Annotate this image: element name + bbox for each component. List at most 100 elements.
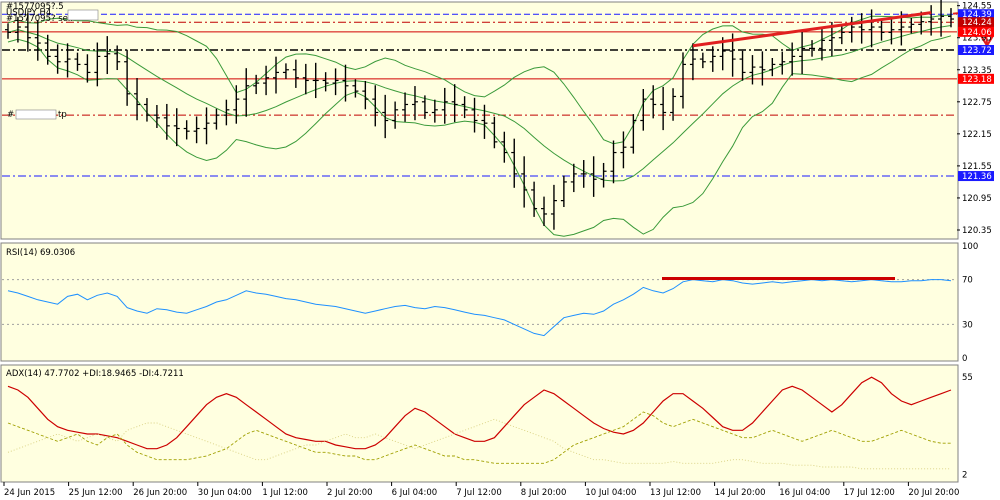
ohlc-bar-89 xyxy=(888,17,895,45)
adx-plot xyxy=(7,376,952,470)
ohlc-bar-71 xyxy=(709,46,716,72)
ohlc-bar-66 xyxy=(660,86,667,131)
price-panel-background xyxy=(0,1,959,240)
price-level-box-2 xyxy=(958,26,994,37)
ohlc-bar-82 xyxy=(818,28,825,61)
ohlc-bar-77 xyxy=(769,58,776,77)
header-line-1: #1577095?.5 xyxy=(6,2,64,12)
time-tick-label-2: 26 Jun 20:00 xyxy=(133,488,187,498)
ohlc-bar-9 xyxy=(94,42,101,87)
ohlc-bar-85 xyxy=(848,16,855,43)
ohlc-bar-2 xyxy=(24,13,31,52)
ohlc-bar-39 xyxy=(392,101,399,129)
ohlc-bar-20 xyxy=(203,107,210,145)
ohlc-bar-64 xyxy=(640,88,647,131)
order-label-left: # xyxy=(7,110,14,120)
ohlc-bar-22 xyxy=(223,99,230,126)
ohlc-bar-75 xyxy=(749,55,756,85)
adx-title: ADX(14) 47.7702 +DI:18.9465 -DI:4.7211 xyxy=(6,369,184,379)
ohlc-bar-8 xyxy=(84,54,91,83)
price-tick-label-4: 122.15 xyxy=(962,130,992,140)
ohlc-bar-37 xyxy=(372,85,379,127)
ohlc-bar-41 xyxy=(411,86,418,121)
bollinger-middle-line xyxy=(7,25,952,182)
adx-series-2 xyxy=(7,418,951,470)
redacted-box-2 xyxy=(15,109,57,120)
ohlc-bar-34 xyxy=(342,64,349,102)
ohlc-bar-63 xyxy=(630,114,637,154)
time-tick-label-5: 2 Jul 20:00 xyxy=(327,488,373,498)
ohlc-bar-49 xyxy=(491,116,498,149)
price-tick-label-2: 123.35 xyxy=(962,66,992,76)
time-tick-label-1: 25 Jun 12:00 xyxy=(69,488,123,498)
ohlc-bar-87 xyxy=(868,9,875,48)
price-level-box-1 xyxy=(958,17,994,28)
rsi-panel-background xyxy=(0,242,959,362)
ohlc-bar-47 xyxy=(471,97,478,133)
price-level-label-4: 123.18 xyxy=(962,75,992,85)
time-tick-label-4: 1 Jul 12:00 xyxy=(262,488,308,498)
ohlc-bar-30 xyxy=(302,63,309,95)
header-line-2: USDJPY,H4 xyxy=(6,8,51,18)
price-tick-label-0: 124.55 xyxy=(962,2,992,12)
adx-panel-background xyxy=(0,364,959,483)
time-tick-label-9: 10 Jul 04:00 xyxy=(585,488,636,498)
ohlc-bars xyxy=(5,0,954,230)
ohlc-bar-91 xyxy=(908,17,915,34)
bollinger-upper-line xyxy=(7,14,952,145)
adx-series-1 xyxy=(7,411,951,464)
rsi-tick-label-0: 100 xyxy=(962,242,978,252)
ohlc-bar-28 xyxy=(282,63,289,79)
ohlc-bar-88 xyxy=(878,18,885,41)
ohlc-bar-52 xyxy=(521,156,528,208)
price-level-box-3 xyxy=(958,45,994,55)
ohlc-bar-80 xyxy=(799,30,806,75)
rsi-tick-label-2: 30 xyxy=(962,320,973,330)
price-level-box-6 xyxy=(958,171,994,182)
time-tick-label-7: 7 Jul 12:00 xyxy=(456,488,502,498)
ohlc-bar-4 xyxy=(44,34,51,65)
ohlc-bar-60 xyxy=(600,162,607,188)
ohlc-bar-3 xyxy=(34,20,41,61)
ohlc-bar-15 xyxy=(153,105,160,128)
adx-series-0 xyxy=(7,376,952,450)
time-tick-label-14: 20 Jul 20:00 xyxy=(908,488,959,498)
ohlc-bar-16 xyxy=(163,103,170,140)
price-level-label-3: 123.72 xyxy=(962,46,992,56)
rsi-tick-label-1: 70 xyxy=(962,276,973,286)
time-tick-label-8: 8 Jul 20:00 xyxy=(521,488,567,498)
ohlc-bar-48 xyxy=(481,104,488,139)
ohlc-bar-29 xyxy=(292,59,299,88)
ohlc-bar-1 xyxy=(14,16,21,43)
price-tick-label-1: 123.95 xyxy=(962,34,992,44)
price-level-label-1: 124.24 xyxy=(962,18,992,28)
ohlc-bar-51 xyxy=(511,138,518,188)
ohlc-bar-50 xyxy=(501,131,508,163)
ohlc-bar-45 xyxy=(451,84,458,123)
ohlc-bar-42 xyxy=(421,95,428,119)
adx-tick-label-0: 55 xyxy=(962,373,973,383)
ohlc-bar-0 xyxy=(5,23,11,39)
ohlc-bar-43 xyxy=(431,99,438,123)
ohlc-bar-17 xyxy=(173,108,180,147)
rsi-plot xyxy=(7,276,952,337)
time-tick-label-3: 30 Jun 04:00 xyxy=(198,488,252,498)
ohlc-bar-86 xyxy=(858,13,865,44)
ohlc-bar-11 xyxy=(114,45,121,71)
ohlc-bar-78 xyxy=(779,51,786,75)
ohlc-bar-32 xyxy=(322,72,329,92)
ohlc-bar-31 xyxy=(312,62,319,99)
rsi-line xyxy=(7,279,952,337)
redacted-box-1 xyxy=(67,9,99,21)
ohlc-bar-58 xyxy=(580,160,587,188)
ohlc-bar-40 xyxy=(402,92,409,122)
price-level-label-6: 121.36 xyxy=(962,172,992,182)
price-axis: 124.55 123.95 123.35 122.75 122.15 121.55 120.… xyxy=(957,2,994,236)
ohlc-bar-18 xyxy=(183,120,190,140)
ohlc-bar-59 xyxy=(590,156,597,197)
ohlc-bar-79 xyxy=(789,42,796,76)
ohlc-bar-44 xyxy=(441,87,448,124)
time-tick-label-6: 6 Jul 04:00 xyxy=(392,488,438,498)
bollinger-bands xyxy=(7,14,952,237)
